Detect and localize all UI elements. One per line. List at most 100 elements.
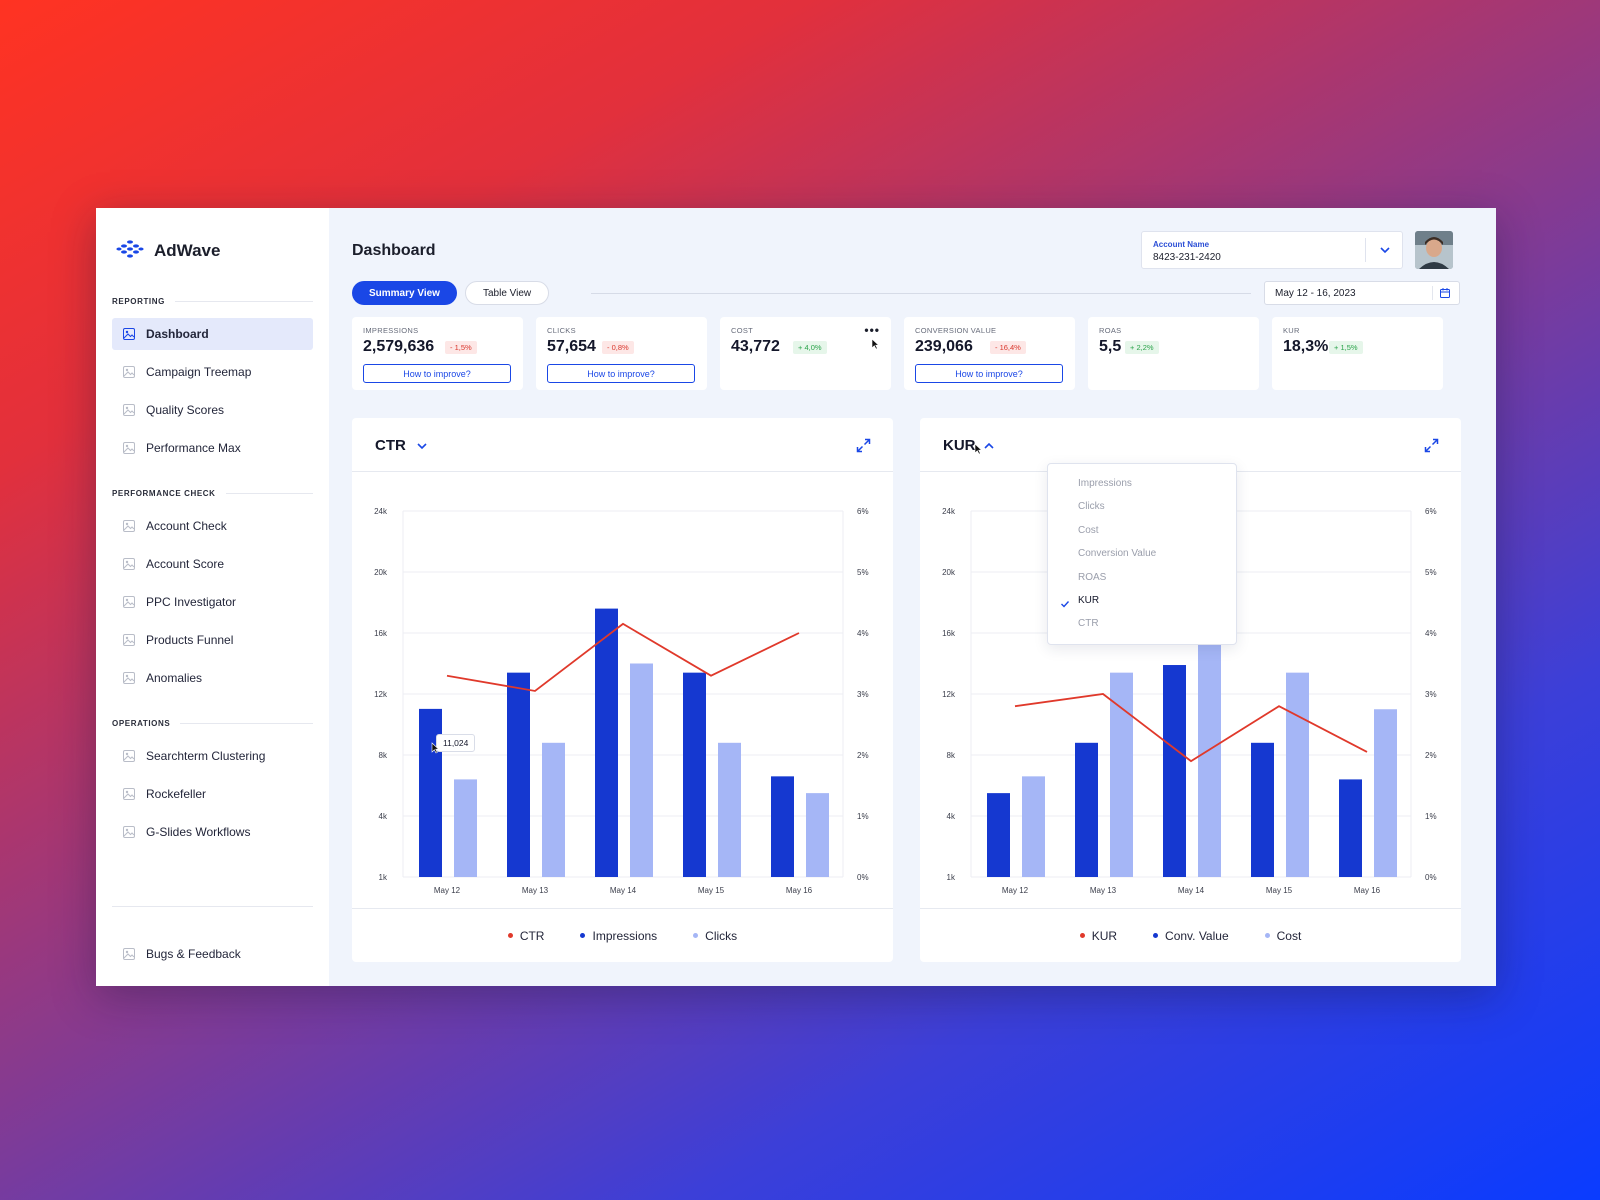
sidebar-item-label: Performance Max: [146, 441, 241, 455]
bar-cost[interactable]: [1198, 608, 1221, 877]
y2-tick-label: 0%: [857, 873, 869, 882]
chevron-up-icon[interactable]: [983, 439, 995, 457]
legend-label: KUR: [1091, 928, 1118, 943]
legend-label: Cost: [1276, 928, 1302, 943]
chart-title[interactable]: KUR: [943, 437, 976, 454]
expand-icon[interactable]: [856, 438, 871, 458]
cursor-pointer-icon: [431, 741, 440, 759]
sidebar-item-label: Anomalies: [146, 671, 203, 685]
bar-conv-value[interactable]: [1251, 742, 1274, 877]
bar-impressions[interactable]: [507, 672, 530, 877]
sidebar-item-products-funnel[interactable]: Products Funnel: [112, 624, 313, 656]
dropdown-option-conversion-value[interactable]: Conversion Value: [1078, 548, 1157, 560]
legend-dot-icon: [507, 933, 513, 938]
bar-clicks[interactable]: [454, 779, 477, 877]
dropdown-option-kur[interactable]: KUR: [1078, 595, 1100, 606]
sidebar-item-bugs-feedback[interactable]: Bugs & Feedback: [112, 938, 313, 970]
dropdown-option-cost[interactable]: Cost: [1078, 524, 1099, 536]
bar-conv-value[interactable]: [1075, 742, 1098, 877]
sidebar-item-anomalies[interactable]: Anomalies: [112, 662, 313, 694]
avatar[interactable]: [1415, 231, 1453, 269]
account-selector[interactable]: Account Name 8423-231-2420: [1141, 231, 1403, 269]
sidebar-item-performance-max[interactable]: Performance Max: [112, 432, 313, 464]
sidebar-item-g-slides-workflows[interactable]: G-Slides Workflows: [112, 816, 313, 848]
legend-item[interactable]: Cost: [1264, 928, 1302, 943]
tab-table-view[interactable]: Table View: [464, 281, 550, 305]
bar-cost[interactable]: [1022, 776, 1045, 877]
legend-item[interactable]: Conv. Value: [1153, 929, 1229, 943]
kpi-delta-badge: + 4,0%: [793, 341, 827, 354]
ctr-chart: 24k 6% 20k 5% 16k 4% 12k 3% 8k 2% 4k 1% 1k 0% May 12 Ma…: [374, 507, 869, 895]
sidebar-item-account-check[interactable]: Account Check: [112, 510, 313, 542]
sidebar-item-quality-scores[interactable]: Quality Scores: [112, 394, 313, 426]
image-icon: [122, 671, 136, 685]
bar-cost[interactable]: [1110, 672, 1133, 877]
how-to-improve-button[interactable]: How to improve?: [915, 364, 1063, 383]
y2-tick-label: 3%: [857, 690, 869, 699]
sidebar-divider: [112, 906, 313, 907]
kpi-value: 2,579,636: [363, 338, 435, 355]
legend-label: Impressions: [592, 928, 658, 943]
line-kur[interactable]: [1014, 693, 1368, 763]
bar-impressions[interactable]: [595, 608, 618, 877]
bar-impressions[interactable]: [683, 672, 706, 877]
kpi-label: COST: [731, 326, 754, 335]
y2-tick-label: 2%: [1425, 751, 1437, 760]
dropdown-option-clicks[interactable]: Clicks: [1078, 501, 1105, 513]
chart-legend: CTR Impressions Clicks: [352, 908, 893, 962]
legend-item[interactable]: CTR: [507, 929, 544, 943]
legend-item[interactable]: Clicks: [693, 929, 737, 943]
kpi-delta-badge: - 16,4%: [990, 341, 1026, 354]
dropdown-option-impressions[interactable]: Impressions: [1078, 478, 1132, 489]
y2-tick-label: 5%: [1425, 568, 1437, 577]
legend-item[interactable]: Impressions: [580, 929, 657, 943]
image-icon: [122, 403, 136, 417]
bar-conv-value[interactable]: [1339, 779, 1362, 877]
how-to-improve-button[interactable]: How to improve?: [363, 364, 511, 383]
page-title: Dashboard: [352, 242, 436, 259]
sidebar-item-label: Quality Scores: [146, 403, 225, 417]
legend-label: Clicks: [705, 928, 738, 943]
sidebar-item-searchterm-clustering[interactable]: Searchterm Clustering: [112, 740, 313, 772]
sidebar-item-rockefeller[interactable]: Rockefeller: [112, 778, 313, 810]
bar-conv-value[interactable]: [987, 793, 1010, 877]
bar-conv-value[interactable]: [1163, 665, 1186, 877]
y2-tick-label: 6%: [1425, 507, 1437, 516]
sidebar-item-campaign-treemap[interactable]: Campaign Treemap: [112, 356, 313, 388]
bar-clicks[interactable]: [542, 742, 565, 877]
bar-clicks[interactable]: [806, 793, 829, 877]
kpi-value: 18,3%: [1283, 338, 1329, 355]
image-icon: [122, 633, 136, 647]
kpi-label: ROAS: [1099, 326, 1122, 335]
kpi-delta-badge: + 2,2%: [1125, 341, 1159, 354]
sidebar-item-account-score[interactable]: Account Score: [112, 548, 313, 580]
chevron-down-icon[interactable]: [416, 439, 428, 457]
y-tick-label: 1k: [379, 873, 388, 882]
dropdown-option-roas[interactable]: ROAS: [1078, 571, 1107, 583]
image-icon: [122, 557, 136, 571]
image-icon: [122, 749, 136, 763]
bar-cost[interactable]: [1374, 709, 1397, 877]
more-options-icon[interactable]: •••: [864, 323, 880, 337]
chart-title[interactable]: CTR: [375, 437, 406, 454]
tab-summary-view[interactable]: Summary View: [352, 281, 457, 305]
line-ctr[interactable]: [446, 622, 800, 692]
dropdown-option-ctr[interactable]: CTR: [1078, 618, 1099, 630]
bar-clicks[interactable]: [718, 742, 741, 877]
legend-dot-icon: [1264, 933, 1270, 938]
how-to-improve-button[interactable]: How to improve?: [547, 364, 695, 383]
legend-dot-icon: [1153, 933, 1159, 938]
sidebar-item-ppc-investigator[interactable]: PPC Investigator: [112, 586, 313, 618]
date-range-picker[interactable]: May 12 - 16, 2023: [1264, 281, 1460, 305]
bar-impressions[interactable]: [771, 776, 794, 877]
brand[interactable]: AdWave: [112, 208, 313, 294]
bar-clicks[interactable]: [630, 663, 653, 878]
chart-legend: KUR Conv. Value Cost: [920, 908, 1461, 962]
legend-item[interactable]: KUR: [1079, 928, 1118, 943]
sidebar-item-dashboard[interactable]: Dashboard: [112, 318, 313, 350]
expand-icon[interactable]: [1424, 438, 1439, 458]
calendar-icon[interactable]: [1439, 287, 1451, 302]
chevron-down-icon[interactable]: [1378, 243, 1392, 262]
bar-cost[interactable]: [1286, 672, 1309, 877]
sidebar-item-label: Products Funnel: [146, 633, 234, 647]
